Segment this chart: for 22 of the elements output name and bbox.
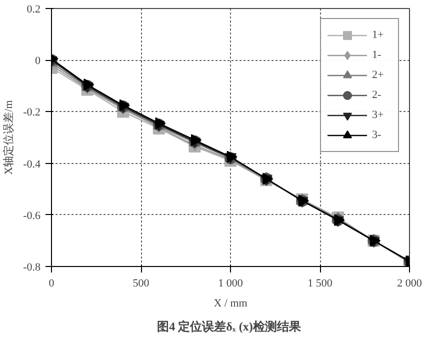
legend-label: 1+ [372, 28, 385, 42]
point [84, 78, 94, 91]
y-tick-label: -0.4 [23, 158, 41, 170]
y-tick-label: 0.2 [26, 4, 40, 16]
caption: 图4 定位误差δₓ (x)检测结果 [157, 320, 302, 334]
x-tick-label: 1 500 [308, 278, 333, 290]
x-tick-label: 0 [48, 278, 55, 290]
legend-label: 1- [372, 48, 382, 62]
legend-label: 2+ [372, 68, 385, 82]
x-tick-label: 2 000 [397, 278, 422, 290]
y-tick-label: 0 [35, 55, 41, 68]
y-tick-label: -0.8 [23, 262, 41, 274]
legend-label: 2- [372, 88, 382, 102]
y-axis-title: X轴定位误差/m [2, 100, 16, 175]
y-tick-label: -0.2 [23, 106, 41, 119]
point [155, 117, 166, 130]
legend-label: 3- [372, 128, 382, 142]
y-tick-label: -0.6 [23, 210, 41, 222]
x-axis-title: X / mm [214, 298, 248, 310]
x-tick-label: 500 [132, 278, 150, 290]
legend-label: 3+ [372, 108, 385, 122]
x-tick-label: 1 000 [218, 278, 244, 290]
